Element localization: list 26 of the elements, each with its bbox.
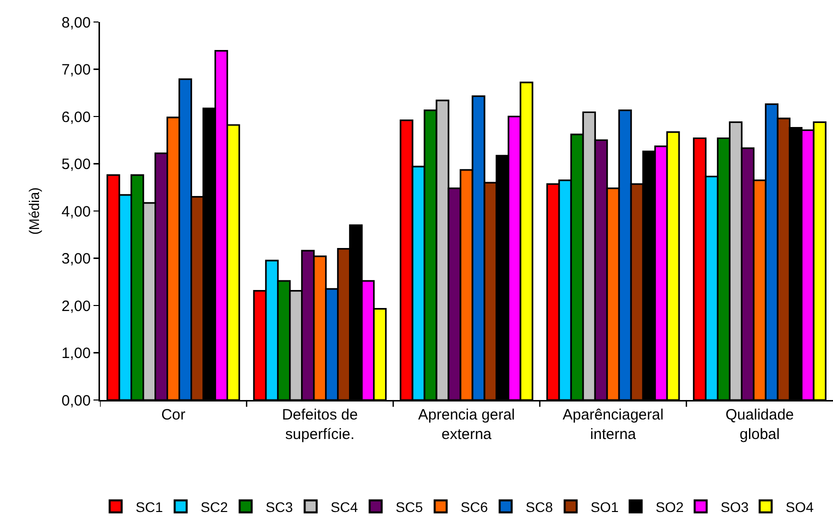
- x-tick-label: Aparênciageral interna: [562, 406, 664, 443]
- y-tick-label: 0,00: [61, 392, 91, 410]
- y-axis-title: (Média): [26, 187, 42, 235]
- y-tick-label: 3,00: [61, 250, 91, 268]
- y-tick-label: 2,00: [61, 298, 91, 315]
- y-tick-label: 8,00: [61, 14, 91, 32]
- legend-label: SC4: [330, 498, 358, 515]
- legend-label: SC8: [526, 498, 554, 515]
- y-tick-label: 5,00: [61, 156, 91, 173]
- y-tick-label: 7,00: [61, 62, 91, 78]
- legend-label: SO3: [720, 498, 749, 515]
- legend-label: SC1: [136, 498, 164, 515]
- legend-label: SC2: [200, 498, 228, 515]
- y-tick-label: 6,00: [61, 108, 91, 126]
- y-tick-label: 1,00: [61, 345, 91, 362]
- legend-label: SO1: [590, 498, 619, 515]
- y-tick-label: 4,00: [61, 203, 91, 220]
- legend-label: SC6: [460, 498, 488, 515]
- legend-label: SO2: [656, 498, 684, 515]
- legend-label: SC5: [396, 498, 424, 515]
- x-tick-label: Aprencia geral externa: [418, 406, 515, 443]
- x-tick-label: Qualidade global: [726, 406, 794, 443]
- x-tick-label: Cor: [161, 406, 186, 424]
- x-tick-label: Defeitos de superfície.: [282, 406, 358, 443]
- legend-label: SO4: [786, 498, 814, 515]
- legend-label: SC3: [266, 498, 294, 515]
